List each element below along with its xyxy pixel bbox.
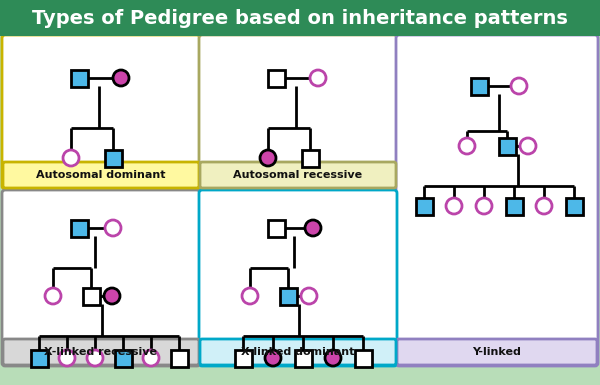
Bar xyxy=(471,78,488,95)
Circle shape xyxy=(310,70,326,86)
Bar xyxy=(0,0,600,36)
Bar xyxy=(268,220,285,237)
Circle shape xyxy=(105,220,121,236)
FancyBboxPatch shape xyxy=(3,339,199,365)
Circle shape xyxy=(260,150,276,166)
Bar xyxy=(71,70,88,87)
Bar xyxy=(115,350,132,367)
Circle shape xyxy=(511,78,527,94)
Circle shape xyxy=(45,288,61,304)
FancyBboxPatch shape xyxy=(3,162,199,188)
Bar xyxy=(235,350,252,367)
Circle shape xyxy=(305,220,321,236)
Circle shape xyxy=(520,138,536,154)
Bar xyxy=(566,198,583,215)
Circle shape xyxy=(476,198,492,214)
Circle shape xyxy=(104,288,120,304)
Bar xyxy=(71,220,88,237)
FancyBboxPatch shape xyxy=(396,35,598,366)
Bar xyxy=(416,198,433,215)
Bar xyxy=(280,288,297,305)
FancyBboxPatch shape xyxy=(397,339,597,365)
Bar xyxy=(506,198,523,215)
Circle shape xyxy=(446,198,462,214)
Text: Y-linked: Y-linked xyxy=(473,347,521,357)
Circle shape xyxy=(143,350,159,366)
Bar xyxy=(499,138,516,155)
FancyBboxPatch shape xyxy=(2,35,200,189)
Text: X-linked recessive: X-linked recessive xyxy=(44,347,157,357)
Circle shape xyxy=(325,350,341,366)
Bar xyxy=(105,150,122,167)
Text: Types of Pedigree based on inheritance patterns: Types of Pedigree based on inheritance p… xyxy=(32,8,568,27)
Circle shape xyxy=(242,288,258,304)
FancyBboxPatch shape xyxy=(200,339,396,365)
Text: Autosomal dominant: Autosomal dominant xyxy=(36,170,166,180)
Bar xyxy=(295,350,312,367)
FancyBboxPatch shape xyxy=(200,162,396,188)
Bar xyxy=(171,350,188,367)
Circle shape xyxy=(301,288,317,304)
Circle shape xyxy=(59,350,75,366)
Bar xyxy=(355,350,372,367)
Bar xyxy=(83,288,100,305)
Circle shape xyxy=(113,70,129,86)
Bar xyxy=(268,70,285,87)
Circle shape xyxy=(63,150,79,166)
FancyBboxPatch shape xyxy=(2,190,200,366)
FancyBboxPatch shape xyxy=(199,35,397,189)
Bar xyxy=(31,350,48,367)
FancyBboxPatch shape xyxy=(199,190,397,366)
Circle shape xyxy=(536,198,552,214)
Text: Autosomal recessive: Autosomal recessive xyxy=(233,170,362,180)
Circle shape xyxy=(87,350,103,366)
Circle shape xyxy=(265,350,281,366)
Circle shape xyxy=(459,138,475,154)
Text: X-linked dominant: X-linked dominant xyxy=(241,347,355,357)
Bar xyxy=(302,150,319,167)
